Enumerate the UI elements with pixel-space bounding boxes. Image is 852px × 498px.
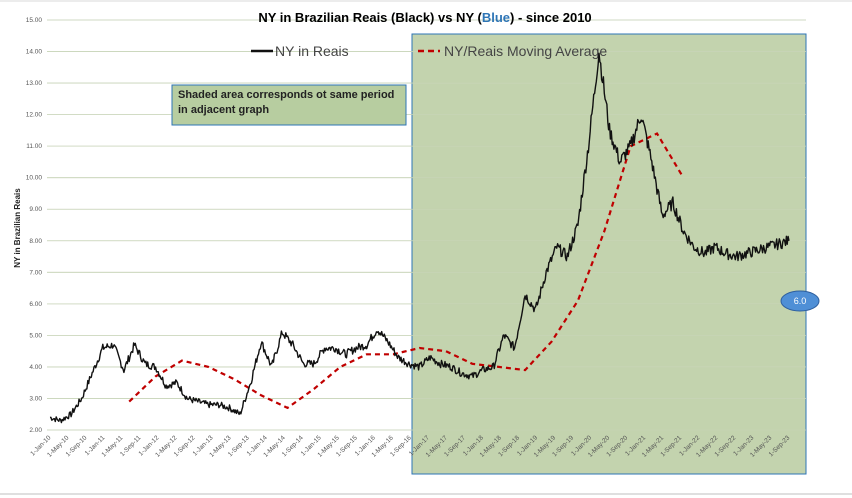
annotation-note-line-2: in adjacent graph [178,104,269,116]
annotation-note-line-1: Shaded area corresponds ot same period [178,89,394,101]
y-tick-label: 10.00 [26,175,43,182]
y-tick-label: 13.00 [26,80,43,87]
legend: NY in Reais NY/Reais Moving Average [251,43,607,59]
chart-title-part: Blue [482,10,510,25]
value-badge-shape [780,290,820,312]
y-tick-label: 3.00 [29,395,42,402]
y-tick-label: 5.00 [29,332,42,339]
y-tick-label: 4.00 [29,364,42,371]
series-line-ny-reais [49,52,790,424]
value-badge: 6.0 [780,290,820,312]
y-tick-label: 8.00 [29,238,42,245]
chart-title-part: NY in Brazilian Reais (Black) vs NY ( [258,10,482,25]
chart-title: NY in Brazilian Reais (Black) vs NY (Blu… [258,10,591,25]
y-tick-label: 15.00 [26,17,43,24]
chart-title-part: ) - since 2010 [510,10,592,25]
series-line-moving-average [128,132,685,410]
y-tick-label: 2.00 [29,427,42,434]
y-tick-label: 7.00 [29,269,42,276]
y-tick-label: 6.00 [29,301,42,308]
value-badge-label: 6.0 [794,296,807,306]
legend-label-ny-reais: NY in Reais [275,43,349,59]
y-tick-label: 14.00 [26,49,43,56]
annotation-note: Shaded area corresponds ot same period i… [171,84,407,126]
legend-label-moving-average: NY/Reais Moving Average [444,43,607,59]
y-tick-label: 12.00 [26,112,43,119]
y-axis-ticks: 2.00 3.00 4.00 5.00 6.00 7.00 8.00 9.00 10.00 11.… [26,17,43,434]
y-tick-label: 11.00 [26,143,42,150]
y-axis-label: NY in Brazilian Reais [13,188,22,268]
y-tick-label: 9.00 [29,206,42,213]
annotation-note-box [171,84,407,126]
